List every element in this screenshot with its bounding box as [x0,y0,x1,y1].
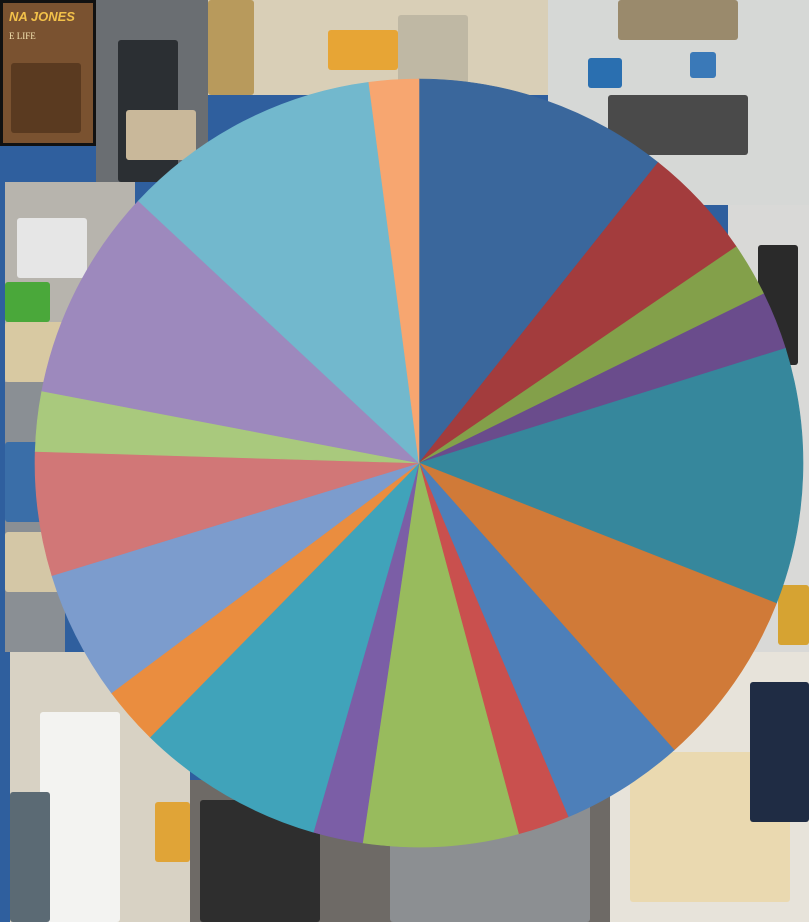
movie-poster-photo: NA JONES E LIFE [0,0,96,146]
pie-slice-1 [418,78,659,464]
pie-slice-17 [137,81,420,464]
poster-subtitle: E LIFE [9,31,36,41]
pie-slice-9 [362,462,519,848]
pie-slice-11 [149,462,420,833]
pie-slice-5 [418,347,804,604]
poster-title: NA JONES [9,9,75,24]
pie-slice-13 [51,462,420,694]
pie-slice-18 [368,78,420,464]
lab-photo-top-left [96,0,208,182]
pie-slice-6 [418,462,777,751]
pie-slice-16 [41,200,420,464]
